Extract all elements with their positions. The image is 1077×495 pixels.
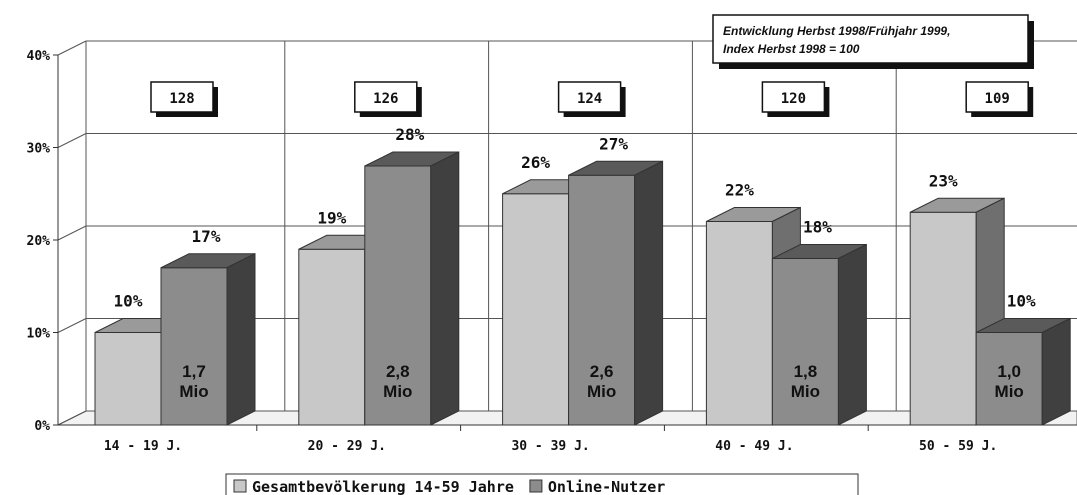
bars xyxy=(94,151,1071,426)
bar xyxy=(909,197,1005,426)
bar-side xyxy=(226,252,256,426)
bar-side xyxy=(634,160,664,426)
annotation-box: Entwicklung Herbst 1998/Frühjahr 1999, In… xyxy=(712,14,1034,69)
online-users-label: 2,8 Mio xyxy=(383,362,412,401)
index-value: 120 xyxy=(781,91,806,107)
bar xyxy=(364,151,460,426)
data-label: 10% xyxy=(114,292,143,311)
data-label: 19% xyxy=(317,208,346,227)
index-box: 124 xyxy=(557,81,626,117)
bar-front xyxy=(298,248,366,426)
bar-side xyxy=(837,243,867,426)
index-value: 124 xyxy=(577,91,602,107)
index-value: 128 xyxy=(169,91,194,107)
legend-swatch xyxy=(529,479,543,493)
bar-front xyxy=(705,221,773,426)
data-labels: 10% 17% 1,7 Mio 19% 28% 2,8 Mio 26% 27% 2,6 Mio 22% 1… xyxy=(114,125,1036,401)
x-tick-label: 50 - 59 J. xyxy=(919,439,997,454)
legend-swatch xyxy=(233,479,247,493)
x-axis: 14 - 19 J. 20 - 29 J. 30 - 39 J. 40 - 49 J.… xyxy=(58,424,1077,454)
gridline-side xyxy=(57,225,87,241)
bar xyxy=(160,252,256,426)
index-box: 109 xyxy=(965,81,1034,117)
y-tick-label: 10% xyxy=(27,327,51,342)
index-box: 128 xyxy=(150,81,218,117)
index-box-frame xyxy=(150,81,214,113)
data-label: 28% xyxy=(395,125,424,144)
bar-side xyxy=(430,151,460,426)
bar-front xyxy=(94,332,162,426)
x-tick-label: 14 - 19 J. xyxy=(104,439,182,454)
bar-front xyxy=(909,211,977,426)
bar xyxy=(568,160,664,426)
gridline-side xyxy=(57,410,87,426)
y-tick-label: 0% xyxy=(34,419,50,434)
online-users-label: 1,7 Mio xyxy=(179,362,208,401)
bar-front xyxy=(771,258,839,426)
bar xyxy=(975,317,1071,426)
gridline-side xyxy=(57,318,87,333)
online-users-label: 2,6 Mio xyxy=(587,362,616,401)
data-label: 17% xyxy=(192,227,221,246)
bar-front xyxy=(364,165,432,426)
index-value: 109 xyxy=(985,91,1010,107)
index-boxes: 128 126 124 120 109 xyxy=(150,81,1034,117)
x-tick-label: 40 - 49 J. xyxy=(715,439,793,454)
legend: Gesamtbevölkerung 14-59 Jahre Online-Nutz… xyxy=(225,473,859,495)
x-tick-label: 30 - 39 J. xyxy=(511,439,589,454)
y-axis: 0% 10% 20% 30% 40% xyxy=(27,49,59,434)
x-tick-label: 20 - 29 J. xyxy=(308,439,386,454)
bar-front xyxy=(160,267,228,426)
bar-front xyxy=(568,174,636,426)
bar-side xyxy=(1041,317,1071,426)
data-label: 26% xyxy=(521,153,550,172)
data-label: 23% xyxy=(929,171,958,190)
bar xyxy=(771,243,867,426)
bar-front xyxy=(502,193,570,426)
index-box-frame xyxy=(354,81,418,113)
data-label: 27% xyxy=(599,134,628,153)
legend-label: Online-Nutzer xyxy=(548,478,665,495)
online-users-label: 1,8 Mio xyxy=(791,362,820,401)
y-tick-label: 30% xyxy=(27,142,51,157)
annotation-line: Entwicklung Herbst 1998/Frühjahr 1999, xyxy=(723,24,950,38)
annotation-frame xyxy=(712,14,1029,64)
y-tick-label: 40% xyxy=(27,49,51,64)
data-label: 10% xyxy=(1007,292,1036,311)
legend-label: Gesamtbevölkerung 14-59 Jahre xyxy=(252,478,514,495)
index-box-frame xyxy=(761,81,826,113)
index-box: 126 xyxy=(354,81,422,117)
index-box: 120 xyxy=(761,81,830,117)
index-box-frame xyxy=(557,81,622,113)
gridline-side xyxy=(57,40,87,56)
data-label: 18% xyxy=(803,218,832,237)
annotation-line: Index Herbst 1998 = 100 xyxy=(723,42,860,56)
online-users-label: 1,0 Mio xyxy=(995,362,1024,401)
y-tick-label: 20% xyxy=(27,234,51,249)
data-label: 22% xyxy=(725,181,754,200)
gridline-side xyxy=(57,133,87,148)
index-box-frame xyxy=(965,81,1029,113)
index-value: 126 xyxy=(373,91,398,107)
